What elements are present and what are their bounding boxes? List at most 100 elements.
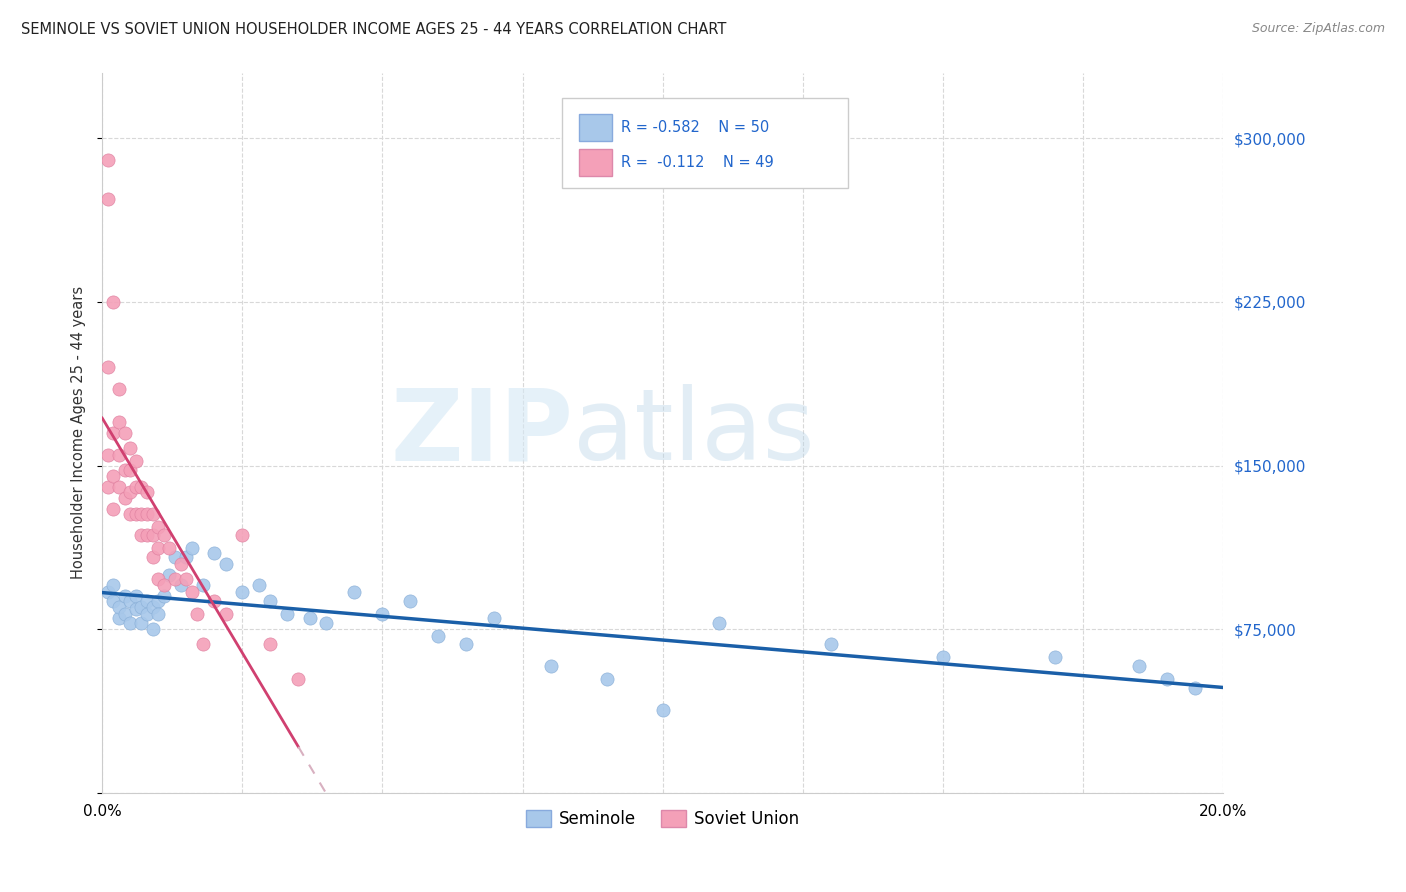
Point [315, 615, 337, 630]
Point [131, 480, 153, 494]
Point [159, 541, 181, 556]
Point [484, 611, 506, 625]
Point [231, 528, 253, 542]
Point [103, 593, 125, 607]
Point [371, 607, 394, 621]
Point [97, 193, 120, 207]
Text: atlas: atlas [574, 384, 814, 482]
Point [131, 507, 153, 521]
Point [120, 441, 142, 455]
FancyBboxPatch shape [578, 114, 612, 141]
Point [97, 153, 120, 168]
Point [456, 637, 478, 651]
Point [1156, 672, 1178, 686]
Point [136, 484, 159, 499]
Point [108, 382, 131, 396]
Point [202, 546, 225, 560]
Point [159, 567, 181, 582]
Point [108, 611, 131, 625]
Point [131, 528, 153, 542]
Point [174, 550, 197, 565]
Point [136, 593, 159, 607]
Point [142, 507, 165, 521]
Point [148, 572, 170, 586]
Point [1128, 659, 1150, 673]
Text: R =  -0.112    N = 49: R = -0.112 N = 49 [621, 154, 773, 169]
Point [148, 519, 170, 533]
Point [125, 602, 148, 616]
Point [142, 528, 165, 542]
FancyBboxPatch shape [562, 98, 848, 188]
Point [103, 469, 125, 483]
Point [259, 637, 281, 651]
Point [97, 448, 120, 462]
Point [343, 585, 366, 599]
Point [247, 578, 270, 592]
Point [191, 578, 214, 592]
Text: Source: ZipAtlas.com: Source: ZipAtlas.com [1251, 22, 1385, 36]
Point [180, 585, 202, 599]
Point [707, 615, 730, 630]
Point [136, 528, 159, 542]
Point [136, 607, 159, 621]
Point [114, 425, 136, 440]
Point [651, 703, 673, 717]
Point [136, 507, 159, 521]
Point [125, 454, 148, 468]
Point [97, 480, 120, 494]
Point [125, 507, 148, 521]
Legend: Seminole, Soviet Union: Seminole, Soviet Union [519, 803, 806, 835]
Point [1184, 681, 1206, 695]
Point [120, 593, 142, 607]
Point [97, 585, 120, 599]
Point [169, 578, 191, 592]
Point [165, 572, 187, 586]
Point [120, 507, 142, 521]
Point [108, 448, 131, 462]
Y-axis label: Householder Income Ages 25 - 44 years: Householder Income Ages 25 - 44 years [72, 286, 86, 580]
Point [153, 578, 176, 592]
Point [1043, 650, 1066, 665]
Point [298, 611, 321, 625]
Point [595, 672, 617, 686]
Point [399, 593, 422, 607]
Point [108, 480, 131, 494]
Point [125, 590, 148, 604]
Point [932, 650, 955, 665]
Point [120, 615, 142, 630]
Point [142, 550, 165, 565]
Text: SEMINOLE VS SOVIET UNION HOUSEHOLDER INCOME AGES 25 - 44 YEARS CORRELATION CHART: SEMINOLE VS SOVIET UNION HOUSEHOLDER INC… [21, 22, 727, 37]
Point [153, 590, 176, 604]
Point [214, 607, 236, 621]
Point [259, 593, 281, 607]
Point [103, 295, 125, 310]
Point [148, 607, 170, 621]
Point [120, 484, 142, 499]
Point [165, 550, 187, 565]
Point [142, 600, 165, 615]
Text: ZIP: ZIP [389, 384, 574, 482]
Point [114, 491, 136, 506]
Point [287, 672, 309, 686]
Point [427, 629, 450, 643]
Point [540, 659, 562, 673]
Point [174, 572, 197, 586]
Point [103, 578, 125, 592]
Point [191, 637, 214, 651]
Point [180, 541, 202, 556]
Point [820, 637, 842, 651]
Point [108, 600, 131, 615]
Point [114, 590, 136, 604]
Point [125, 480, 148, 494]
Point [114, 607, 136, 621]
Point [131, 600, 153, 615]
Point [148, 593, 170, 607]
Point [131, 615, 153, 630]
Point [108, 415, 131, 429]
Point [169, 557, 191, 571]
Point [276, 607, 298, 621]
Point [231, 585, 253, 599]
Point [120, 463, 142, 477]
Point [103, 502, 125, 516]
Point [186, 607, 208, 621]
